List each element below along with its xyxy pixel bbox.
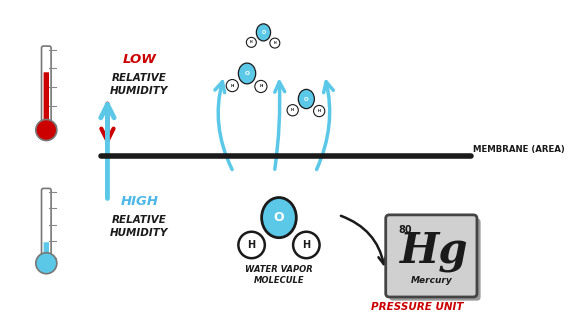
Text: LOW: LOW bbox=[122, 53, 156, 66]
Text: PRESSURE UNIT: PRESSURE UNIT bbox=[371, 302, 464, 312]
FancyBboxPatch shape bbox=[42, 188, 51, 265]
Text: O: O bbox=[304, 97, 309, 101]
Text: O: O bbox=[261, 30, 265, 35]
Circle shape bbox=[227, 80, 239, 92]
Text: H: H bbox=[273, 41, 276, 45]
Text: WATER VAPOR
MOLECULE: WATER VAPOR MOLECULE bbox=[245, 265, 313, 285]
Text: 80: 80 bbox=[399, 225, 412, 235]
Circle shape bbox=[36, 119, 57, 141]
Text: RELATIVE
HUMIDITY: RELATIVE HUMIDITY bbox=[110, 73, 169, 96]
Circle shape bbox=[287, 105, 299, 116]
FancyBboxPatch shape bbox=[43, 72, 49, 127]
Text: O: O bbox=[273, 211, 284, 224]
Circle shape bbox=[239, 232, 265, 258]
Text: H: H bbox=[317, 109, 321, 113]
Text: RELATIVE
HUMIDITY: RELATIVE HUMIDITY bbox=[110, 215, 169, 238]
Text: O: O bbox=[245, 71, 249, 76]
Ellipse shape bbox=[239, 63, 256, 84]
Circle shape bbox=[247, 37, 256, 47]
Ellipse shape bbox=[256, 24, 271, 41]
FancyBboxPatch shape bbox=[390, 219, 480, 301]
Ellipse shape bbox=[261, 197, 296, 238]
FancyBboxPatch shape bbox=[43, 242, 49, 260]
Text: H: H bbox=[248, 240, 256, 250]
Text: H: H bbox=[302, 240, 311, 250]
Ellipse shape bbox=[299, 89, 315, 108]
Circle shape bbox=[255, 80, 267, 92]
Text: Hg: Hg bbox=[400, 230, 468, 273]
FancyBboxPatch shape bbox=[386, 215, 477, 297]
Text: H: H bbox=[291, 108, 294, 112]
Text: H: H bbox=[259, 84, 263, 89]
Text: MEMBRANE (AREA): MEMBRANE (AREA) bbox=[473, 145, 565, 154]
Circle shape bbox=[293, 232, 320, 258]
Text: Mercury: Mercury bbox=[411, 276, 452, 285]
FancyBboxPatch shape bbox=[42, 46, 51, 132]
Circle shape bbox=[313, 105, 325, 117]
Text: H: H bbox=[231, 83, 234, 88]
Circle shape bbox=[270, 38, 280, 48]
Text: H: H bbox=[250, 40, 253, 44]
Circle shape bbox=[36, 253, 57, 274]
Text: HIGH: HIGH bbox=[120, 195, 158, 208]
